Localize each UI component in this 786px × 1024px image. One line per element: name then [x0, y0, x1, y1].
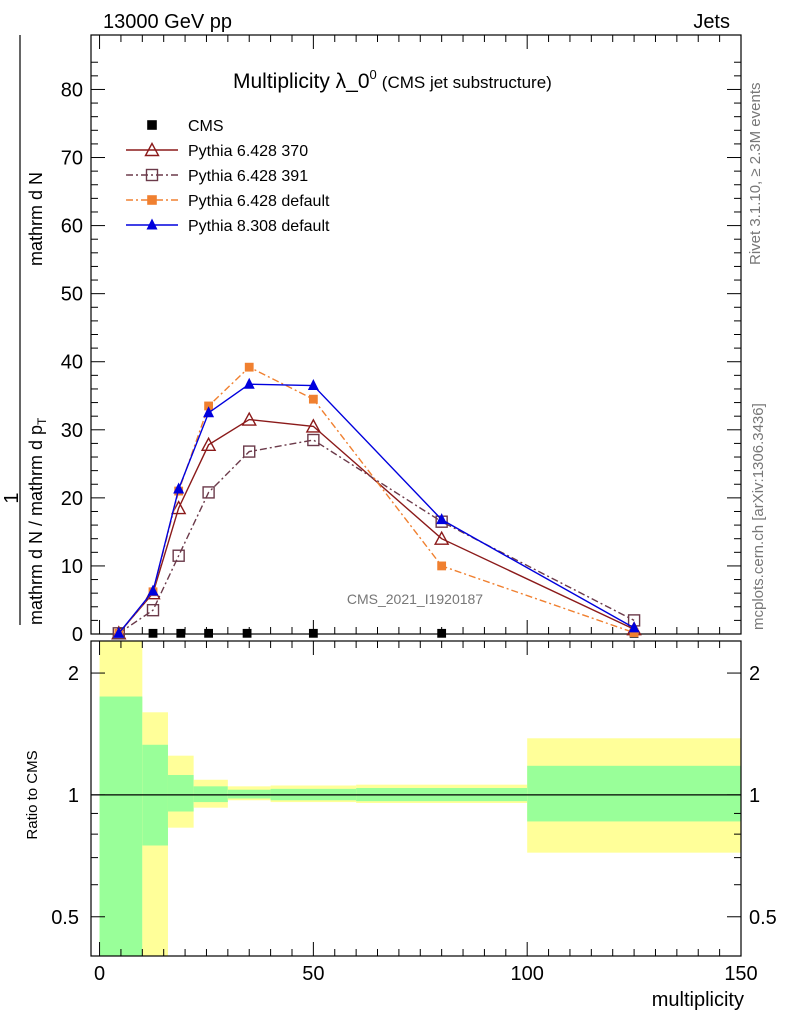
ratio-band-inner: [99, 696, 143, 956]
y-tick-label: 20: [61, 488, 83, 510]
data-point: [204, 401, 213, 411]
main-panel: 0 10 20 30 40 50 60 70 80: [61, 34, 742, 646]
header-left: 13000 GeV pp: [103, 11, 232, 33]
data-point: [433, 530, 450, 545]
ratio-band-inner: [527, 765, 741, 822]
legend-label: CMS: [188, 118, 224, 135]
data-point: [436, 513, 448, 525]
ratio-frame: [90, 640, 742, 957]
ratio-band-inner: [167, 774, 194, 812]
x-tick-label: 150: [724, 963, 757, 985]
data-point: [629, 628, 639, 638]
watermark: CMS_2021_I1920187: [347, 591, 483, 607]
y-tick-label: 0: [72, 624, 83, 646]
data-point: [307, 433, 320, 447]
series-line: [118, 418, 635, 634]
y-tick-label: 40: [61, 352, 83, 374]
y-tick-label: 10: [61, 556, 83, 578]
ratio-y-tick-label: 0.5: [51, 907, 79, 929]
legend-label: Pythia 6.428 391: [188, 168, 308, 185]
x-tick-label: 100: [510, 963, 543, 985]
data-point: [173, 482, 185, 494]
data-point: [172, 549, 185, 562]
ratio-y-tick-label-right: 0.5: [749, 907, 777, 929]
data-point: [202, 486, 215, 499]
y-tick-label: 50: [61, 284, 83, 306]
ratio-ylabel: Ratio to CMS: [24, 750, 41, 839]
legend-label: Pythia 6.428 default: [188, 193, 330, 210]
data-point: [308, 394, 318, 404]
y-tick-label: 80: [61, 79, 83, 101]
data-point: [308, 628, 318, 638]
legend-marker: [147, 195, 157, 205]
series-2: [112, 433, 641, 640]
legend-marker: [144, 142, 160, 157]
y-tick-label: 60: [61, 216, 83, 238]
chart-title: Multiplicity λ_00 (CMS jet substructure): [233, 67, 552, 93]
data-point: [113, 626, 125, 638]
legend-marker: [145, 168, 159, 182]
legend-label: Pythia 8.308 default: [188, 218, 330, 235]
data-point: [148, 628, 158, 638]
data-point: [241, 411, 257, 426]
legend: CMS Pythia 6.428 370 Pythia 6.428 391 Pythi…: [126, 118, 330, 235]
data-point: [628, 621, 640, 633]
data-point: [200, 436, 217, 451]
legend-label: Pythia 6.428 370: [188, 143, 308, 160]
chart-title-sup: 0: [370, 67, 377, 82]
data-point: [203, 406, 215, 418]
ylabel-one: 1: [1, 492, 23, 503]
rivet-label: Rivet 3.1.10, ≥ 2.3M events: [747, 83, 764, 266]
chart-title-main: Multiplicity λ_0: [233, 70, 370, 93]
xlabel: multiplicity: [652, 989, 744, 1011]
data-point: [146, 603, 160, 617]
data-point: [243, 377, 255, 389]
x-tick-label: 50: [302, 963, 324, 985]
legend-marker: [146, 218, 158, 230]
ratio-panel: 0 50 100 150 0.5 0.5 1 1 2 2: [51, 640, 777, 985]
series-line: [118, 439, 635, 634]
ratio-y-tick-label: 1: [68, 785, 79, 807]
chart-subtitle: (CMS jet substructure): [382, 73, 552, 92]
ratio-y-tick-label-right: 1: [749, 785, 760, 807]
mcplots-label: mcplots.cern.ch [arXiv:1306.3436]: [750, 403, 767, 630]
data-point: [307, 379, 319, 391]
data-point: [305, 418, 322, 433]
data-point: [176, 628, 186, 638]
data-point: [437, 628, 447, 638]
ylabel-denominator: mathrm d N / mathrm d pT: [26, 417, 49, 625]
data-point: [244, 362, 254, 372]
data-point: [437, 561, 447, 571]
data-point: [170, 500, 187, 515]
series-line: [118, 383, 635, 634]
series-0: [148, 628, 639, 638]
legend-marker: [147, 120, 157, 130]
header-right: Jets: [693, 11, 730, 33]
ratio-y-tick-label-right: 2: [749, 663, 760, 685]
data-point: [204, 628, 213, 638]
y-tick-label: 70: [61, 148, 83, 170]
ylabel-den-part1: mathrm d N / mathrm d p: [26, 425, 46, 625]
data-point: [242, 628, 252, 638]
data-point: [243, 445, 256, 458]
y-tick-label: 30: [61, 420, 83, 442]
x-tick-label: 0: [94, 963, 105, 985]
series-4: [113, 377, 640, 638]
ratio-y-tick-label: 2: [68, 663, 79, 685]
ratio-band-inner: [227, 789, 271, 799]
ratio-band-inner: [193, 786, 228, 803]
ylabel-den-sub: T: [35, 417, 49, 425]
data-point: [147, 584, 159, 596]
main-ylabel: 1 mathrm d N / mathrm d pT mathrm d N: [1, 35, 49, 625]
ylabel-denominator-tail: mathrm d N: [26, 172, 46, 266]
